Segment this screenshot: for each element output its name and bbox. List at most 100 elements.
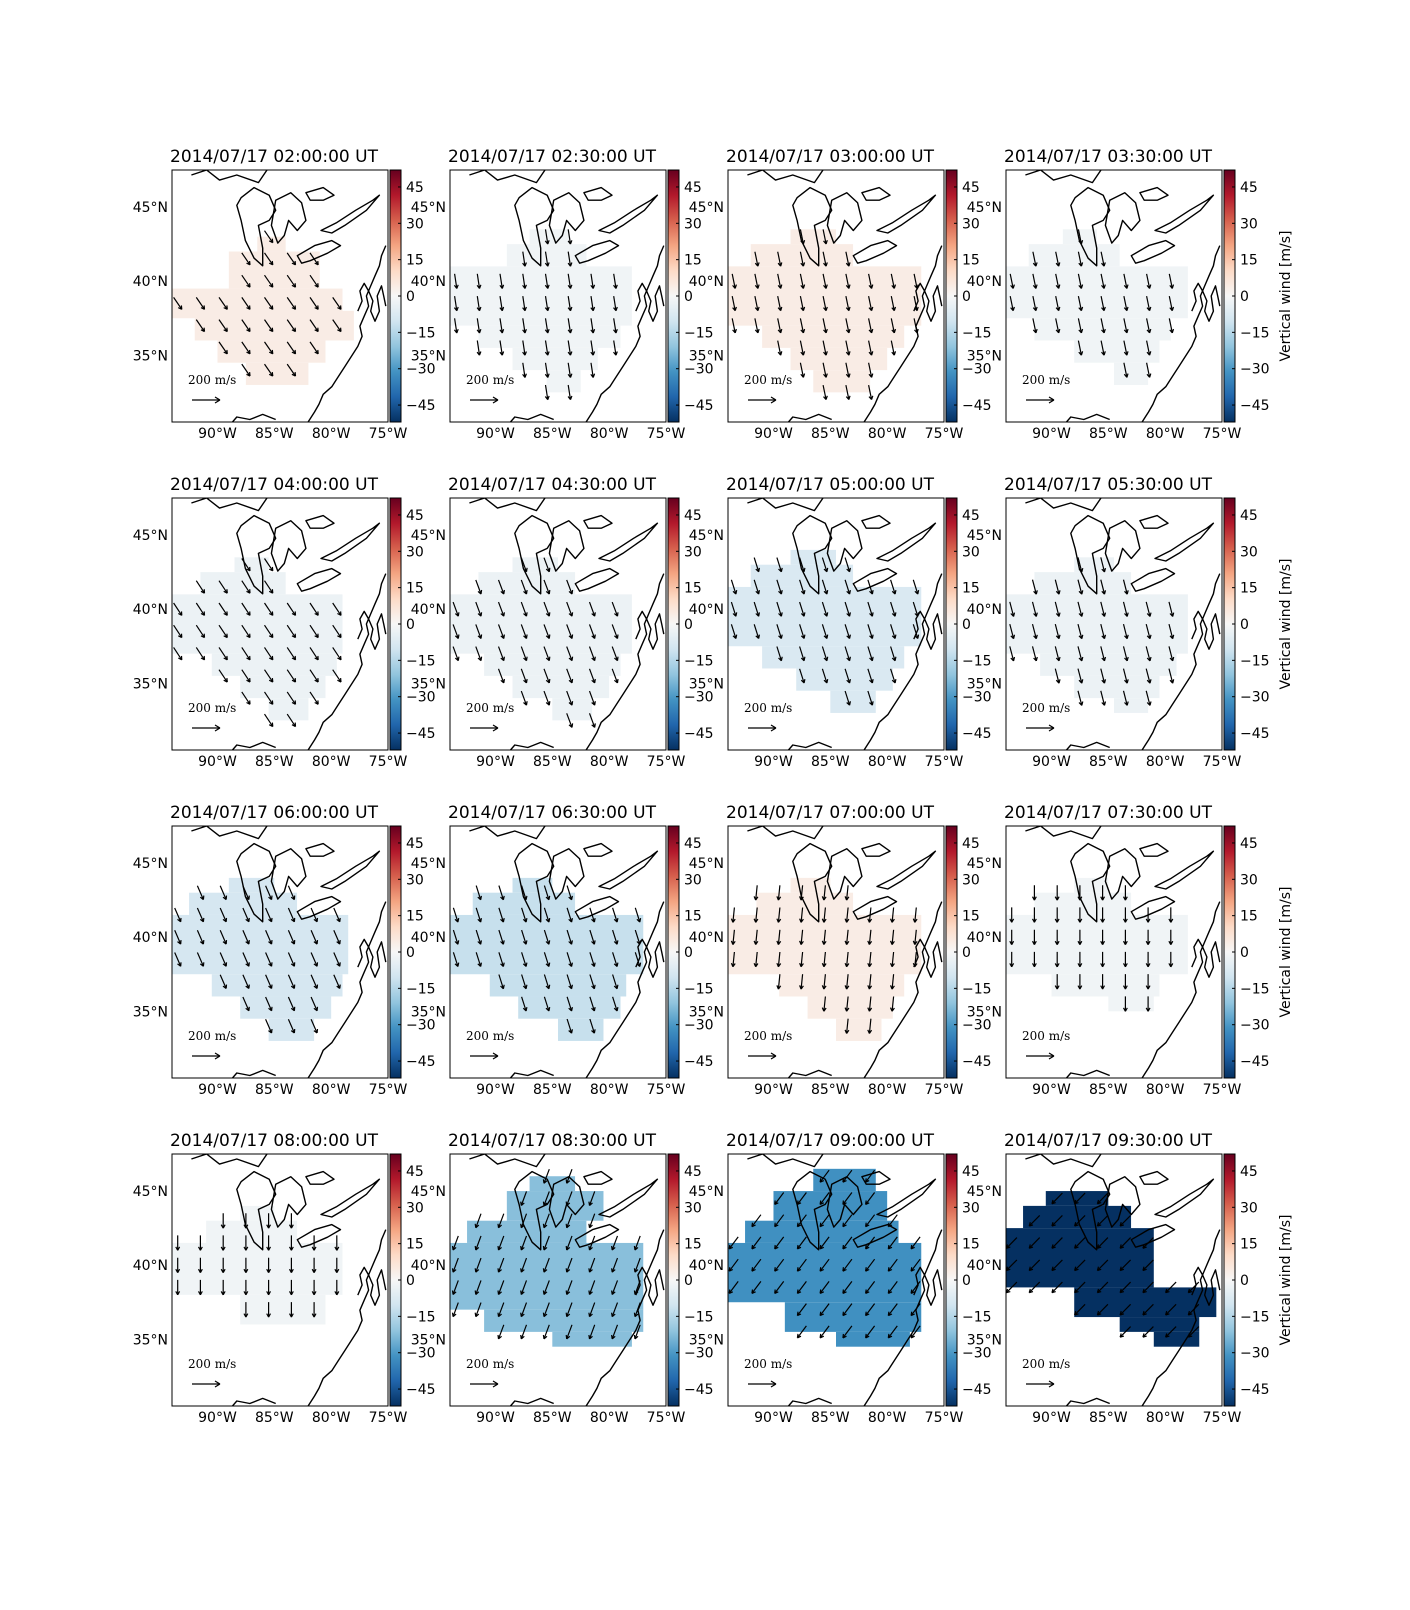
wind-arrow [633, 1302, 641, 1318]
gulf-coast [509, 1397, 554, 1406]
wind-arrow [890, 273, 897, 289]
colorbar-tick-label: 15 [684, 1237, 702, 1253]
field-cell [234, 557, 269, 573]
wind-arrow [887, 1214, 898, 1228]
colorbar-tick-label: −45 [962, 398, 992, 414]
colorbar-tick-label: 30 [684, 216, 702, 232]
coastline [1141, 573, 1221, 750]
colorbar-tick-label: −15 [684, 1309, 714, 1325]
wind-arrow [1145, 974, 1151, 990]
field-cell [240, 1205, 275, 1221]
wind-arrow [1100, 557, 1107, 573]
wind-arrow [754, 273, 760, 289]
colorbar-tick-label: 45 [684, 508, 702, 524]
wind-arrow [1074, 1237, 1086, 1249]
lat-tick-label: 35°N [133, 348, 168, 364]
wind-arrow [475, 907, 482, 923]
lat-tick-label: 40°N [411, 274, 446, 290]
wind-arrow [286, 341, 297, 355]
wind-arrow [475, 885, 482, 901]
wind-arrow [865, 1303, 876, 1317]
wind-arrow [542, 1168, 550, 1184]
wind-arrow [776, 557, 783, 573]
lon-tick-label: 75°W [647, 1410, 686, 1426]
wind-arrow [1028, 1281, 1041, 1294]
colorbar-tick-label: −45 [1240, 726, 1270, 742]
field-cell [1034, 318, 1171, 341]
wind-arrow [844, 668, 851, 684]
wind-arrow [497, 1280, 505, 1295]
wind-arrow [196, 952, 205, 967]
lat-tick-label: 40°N [411, 930, 446, 946]
wind-arrow [1100, 668, 1107, 684]
coastline-detail [357, 282, 387, 322]
wind-arrow [822, 251, 828, 267]
map-frame [171, 169, 389, 423]
wind-arrow [544, 340, 550, 356]
lat-tick-label: 35°N [967, 348, 1002, 364]
great-lake [852, 567, 898, 592]
wind-arrow [1055, 295, 1061, 312]
wind-arrow [890, 318, 897, 334]
reference-arrow [748, 1052, 777, 1060]
wind-arrow [1119, 1237, 1132, 1249]
lat-tick-label: 35°N [411, 1004, 446, 1020]
wind-arrow [218, 624, 228, 639]
panel: 2014/07/17 05:30:00 UT 200 m/s 90°W 85°W 80°… [967, 475, 1294, 770]
lon-tick-label: 75°W [369, 426, 408, 442]
coastline-detail [635, 1266, 665, 1306]
wind-arrow [497, 1257, 505, 1273]
lat-tick-label: 40°N [967, 274, 1002, 290]
wind-arrow [890, 579, 897, 595]
wind-arrow [566, 690, 574, 706]
field-cell [268, 698, 309, 721]
lat-tick-label: 45°N [689, 528, 724, 544]
wind-arrow [1077, 668, 1084, 684]
map-content [728, 498, 943, 750]
wind-arrow [309, 669, 319, 683]
lat-tick-label: 45°N [967, 856, 1002, 872]
wind-arrow [243, 1279, 249, 1296]
wind-arrow [497, 601, 505, 617]
panel-title: 2014/07/17 05:00:00 UT [726, 475, 935, 495]
wind-arrow [264, 647, 274, 661]
map-frame [1005, 1153, 1223, 1407]
wind-arrow [474, 1257, 482, 1273]
colorbar-tick-label: 30 [962, 216, 980, 232]
wind-arrow [332, 669, 342, 683]
wind-arrow [1100, 974, 1106, 990]
wind-arrow [266, 1235, 272, 1251]
wind-arrow [887, 1325, 898, 1339]
colorbar-tick-label: 15 [962, 1237, 980, 1253]
wind-arrow [1165, 1303, 1177, 1316]
wind-arrow [611, 1235, 619, 1251]
wind-arrow [334, 1257, 340, 1273]
great-lake [1130, 567, 1176, 592]
colorbar-tick-label: 45 [962, 1164, 980, 1180]
field-cell [450, 1242, 644, 1310]
great-lake [270, 520, 307, 572]
wind-arrow [1123, 362, 1129, 378]
wind-arrow [751, 1258, 762, 1272]
wind-arrow [497, 579, 505, 595]
wind-arrow [1122, 623, 1129, 640]
wind-arrow [544, 273, 550, 289]
wind-arrow [753, 885, 759, 901]
wind-arrow [243, 1235, 249, 1251]
wind-arrow [567, 296, 573, 312]
great-lake [236, 1170, 277, 1251]
colorbar-tick-label: −15 [406, 653, 436, 669]
wind-arrow [821, 601, 829, 617]
colorbar-tick-label: 45 [1240, 508, 1258, 524]
wind-arrow [819, 1303, 830, 1317]
wind-arrow [520, 1213, 528, 1229]
field-cell [1051, 974, 1160, 997]
lon-tick-label: 85°W [811, 1082, 850, 1098]
coastline [307, 901, 387, 1078]
reference-arrow [1026, 396, 1055, 404]
wind-arrow [844, 951, 850, 968]
coastline-detail [1191, 610, 1221, 650]
colorbar-tick-label: 0 [684, 1273, 693, 1289]
wind-arrow [1077, 951, 1083, 968]
colorbar-tick-label: −30 [962, 1346, 992, 1362]
